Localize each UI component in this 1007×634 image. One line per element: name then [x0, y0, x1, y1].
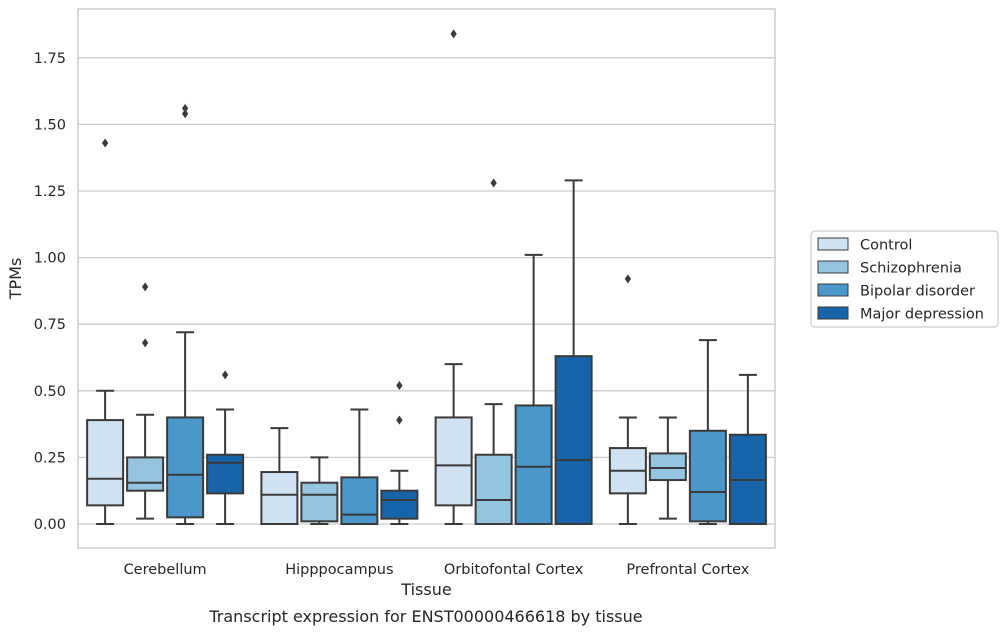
outlier-point: [221, 370, 229, 380]
figure-caption: Transcript expression for ENST0000046661…: [208, 607, 642, 626]
box-major-depression: [554, 179, 593, 525]
outlier-point: [101, 138, 109, 148]
y-tick-label: 1.75: [34, 51, 66, 67]
box-iqr: [300, 481, 339, 523]
box-schizophrenia: [474, 178, 513, 525]
box-control: [608, 274, 647, 525]
box-control: [260, 427, 299, 525]
box-iqr: [474, 453, 513, 525]
box-major-depression: [728, 373, 767, 526]
y-axis-label: TPMs: [6, 258, 25, 301]
box-iqr: [380, 489, 419, 520]
x-tick-label: Hipppocampus: [285, 562, 393, 578]
box-iqr: [260, 471, 299, 525]
box-iqr: [434, 416, 473, 507]
legend-label: Major depression: [860, 307, 984, 323]
outlier-point: [396, 380, 403, 390]
outlier-point: [141, 338, 149, 348]
box-schizophrenia: [126, 282, 165, 520]
y-tick-label: 1.25: [34, 184, 66, 200]
box-iqr: [554, 355, 593, 525]
box-bipolar-disorder: [166, 103, 205, 525]
x-axis-label: Tissue: [400, 580, 451, 599]
outlier-point: [181, 103, 189, 113]
box-control: [86, 138, 125, 525]
outlier-point: [396, 415, 403, 425]
x-tick-label: Cerebellum: [124, 562, 207, 578]
box-schizophrenia: [300, 456, 339, 525]
x-tick-labels: Cerebellum Hipppocampus Orbitofontal Corte…: [124, 562, 750, 578]
y-tick-label: 0.00: [34, 517, 66, 533]
box-major-depression: [206, 370, 245, 525]
legend-label: Bipolar disorder: [860, 284, 975, 300]
box-bipolar-disorder: [688, 339, 727, 525]
legend-swatch: [817, 306, 849, 320]
box-schizophrenia: [648, 416, 687, 520]
outlier-point: [450, 29, 457, 39]
legend-frame: [810, 230, 999, 328]
legend-label: Schizophrenia: [860, 261, 962, 277]
box-plot-area: [86, 29, 767, 526]
box-iqr: [648, 452, 687, 482]
box-control: [434, 29, 473, 525]
legend-swatch: [817, 260, 849, 274]
y-tick-labels: 0.00 0.25 0.50 0.75 1.00 1.25 1.50 1.75: [34, 51, 66, 533]
legend-swatch: [817, 237, 849, 251]
y-tick-label: 0.50: [34, 384, 66, 400]
box-iqr: [340, 476, 379, 526]
y-tick-label: 1.50: [34, 117, 66, 133]
box-major-depression: [380, 380, 419, 525]
x-tick-label: Orbitofontal Cortex: [444, 562, 584, 578]
box-iqr: [166, 416, 205, 519]
y-tick-label: 0.25: [34, 450, 66, 466]
y-tick-label: 0.75: [34, 317, 66, 333]
x-tick-label: Prefrontal Cortex: [626, 562, 749, 578]
box-iqr: [126, 456, 165, 492]
outlier-point: [141, 282, 149, 292]
outlier-point: [181, 109, 189, 119]
outlier-point: [490, 178, 497, 188]
legend-swatch: [817, 283, 849, 297]
box-iqr: [688, 429, 727, 523]
legend: Control Schizophrenia Bipolar disorder Majo…: [810, 230, 999, 328]
box-iqr: [206, 453, 245, 495]
outlier-point: [624, 274, 632, 284]
plot-frame: [77, 8, 776, 549]
box-iqr: [514, 404, 553, 525]
box-bipolar-disorder: [340, 408, 379, 526]
box-bipolar-disorder: [514, 253, 553, 525]
legend-label: Control: [860, 238, 912, 254]
y-tick-label: 1.00: [34, 251, 66, 267]
box-iqr: [86, 419, 125, 507]
